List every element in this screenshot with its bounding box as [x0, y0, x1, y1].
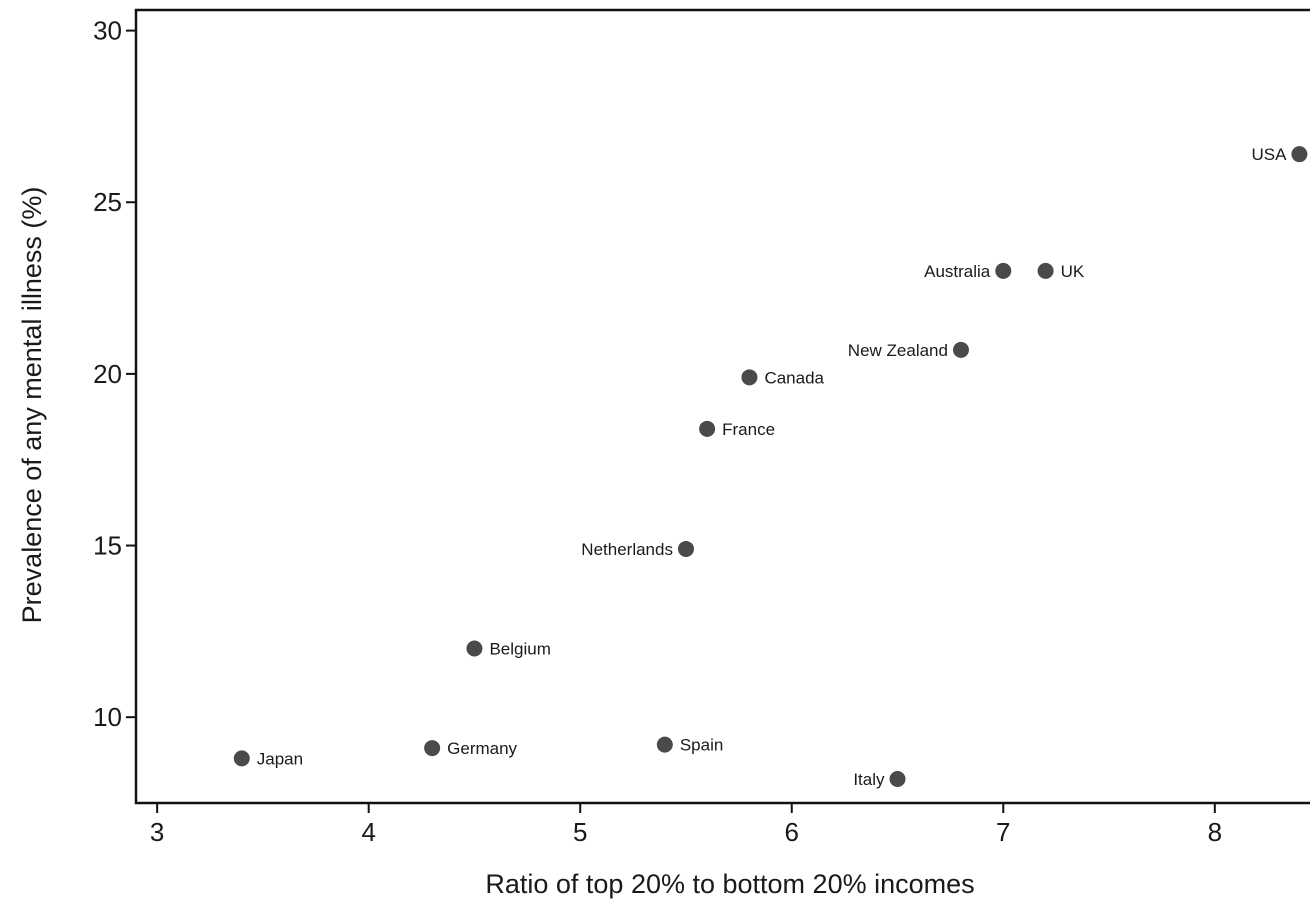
point-label: Japan [257, 749, 303, 768]
point-label: France [722, 420, 775, 439]
data-points: USA Australia UK New Zealand Canada France Net… [233, 145, 1308, 789]
point-label: Germany [447, 739, 517, 758]
x-tick-label: 3 [150, 817, 164, 847]
y-tick-label: 30 [93, 16, 122, 46]
data-point [677, 540, 694, 557]
data-point [995, 262, 1012, 279]
y-tick-label: 20 [93, 359, 122, 389]
data-point [424, 740, 441, 757]
data-point [889, 770, 906, 787]
y-axis: 10 15 20 25 30 [93, 16, 136, 732]
point-label: New Zealand [848, 341, 948, 360]
y-tick-label: 25 [93, 187, 122, 217]
point-label: Spain [680, 736, 723, 755]
point-label: Italy [853, 770, 885, 789]
point-label: UK [1061, 262, 1085, 281]
x-tick-label: 4 [361, 817, 375, 847]
x-axis-title: Ratio of top 20% to bottom 20% incomes [485, 869, 974, 899]
plot-frame [134, 8, 1310, 805]
x-axis: 3 4 5 6 7 8 [150, 803, 1222, 847]
point-label: USA [1251, 145, 1287, 164]
y-tick-label: 15 [93, 531, 122, 561]
data-point [1291, 146, 1308, 163]
y-tick-label: 10 [93, 702, 122, 732]
data-point [741, 369, 758, 386]
data-point [656, 736, 673, 753]
x-tick-label: 6 [785, 817, 799, 847]
x-tick-label: 7 [996, 817, 1010, 847]
point-label: Australia [924, 262, 991, 281]
data-point [952, 341, 969, 358]
data-point [1037, 262, 1054, 279]
point-label: Netherlands [581, 540, 673, 559]
plot-area [134, 8, 1310, 805]
data-point [233, 750, 250, 767]
data-point [699, 420, 716, 437]
x-tick-label: 8 [1208, 817, 1222, 847]
y-axis-title: Prevalence of any mental illness (%) [17, 187, 47, 624]
point-label: Belgium [489, 640, 550, 659]
point-label: Canada [764, 368, 824, 387]
data-point [466, 640, 483, 657]
x-tick-label: 5 [573, 817, 587, 847]
